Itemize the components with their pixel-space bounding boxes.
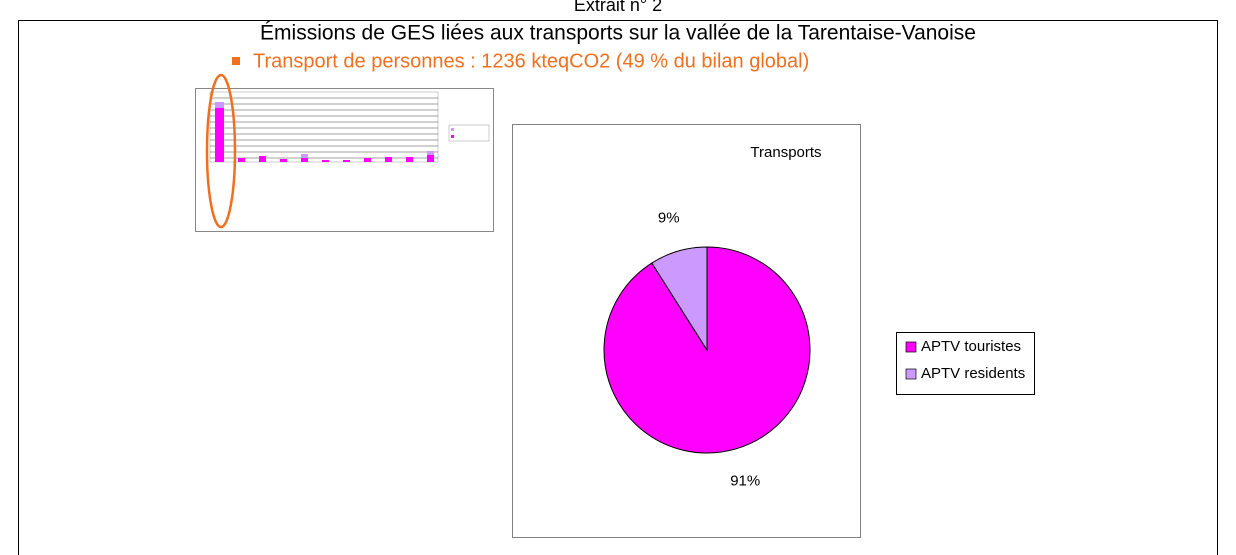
- legend: [896, 332, 1035, 395]
- thumbnail-chart: [195, 73, 494, 232]
- chart-title: Transports: [750, 144, 821, 161]
- title: Émissions de GES liées aux transports su…: [260, 22, 976, 45]
- legend-swatch: [905, 341, 917, 353]
- thumbnail-legend: [448, 124, 490, 142]
- frame: [18, 20, 1218, 555]
- thumbnail-bars: [215, 108, 434, 162]
- data-label: 91%: [730, 473, 760, 490]
- thumbnail-legend-swatch: [451, 135, 454, 138]
- highlight-ellipse: [205, 73, 237, 229]
- thumbnail-legend-swatch: [451, 128, 454, 131]
- legend-label: APTV touristes: [921, 338, 1021, 355]
- thumbnail-plot: [209, 91, 439, 163]
- legend-swatch: [905, 368, 917, 380]
- pie-slice: [651, 246, 708, 352]
- thumbnail-bars-top: [215, 102, 434, 158]
- legend-label: APTV residents: [921, 365, 1025, 382]
- subtitle: Transport de personnes : 1236 kteqCO2 (4…: [253, 50, 809, 72]
- data-label: 9%: [658, 209, 680, 226]
- caption: Extrait n° 2: [574, 0, 662, 15]
- thumbnail-grid: [210, 97, 438, 159]
- bullet: [232, 57, 240, 65]
